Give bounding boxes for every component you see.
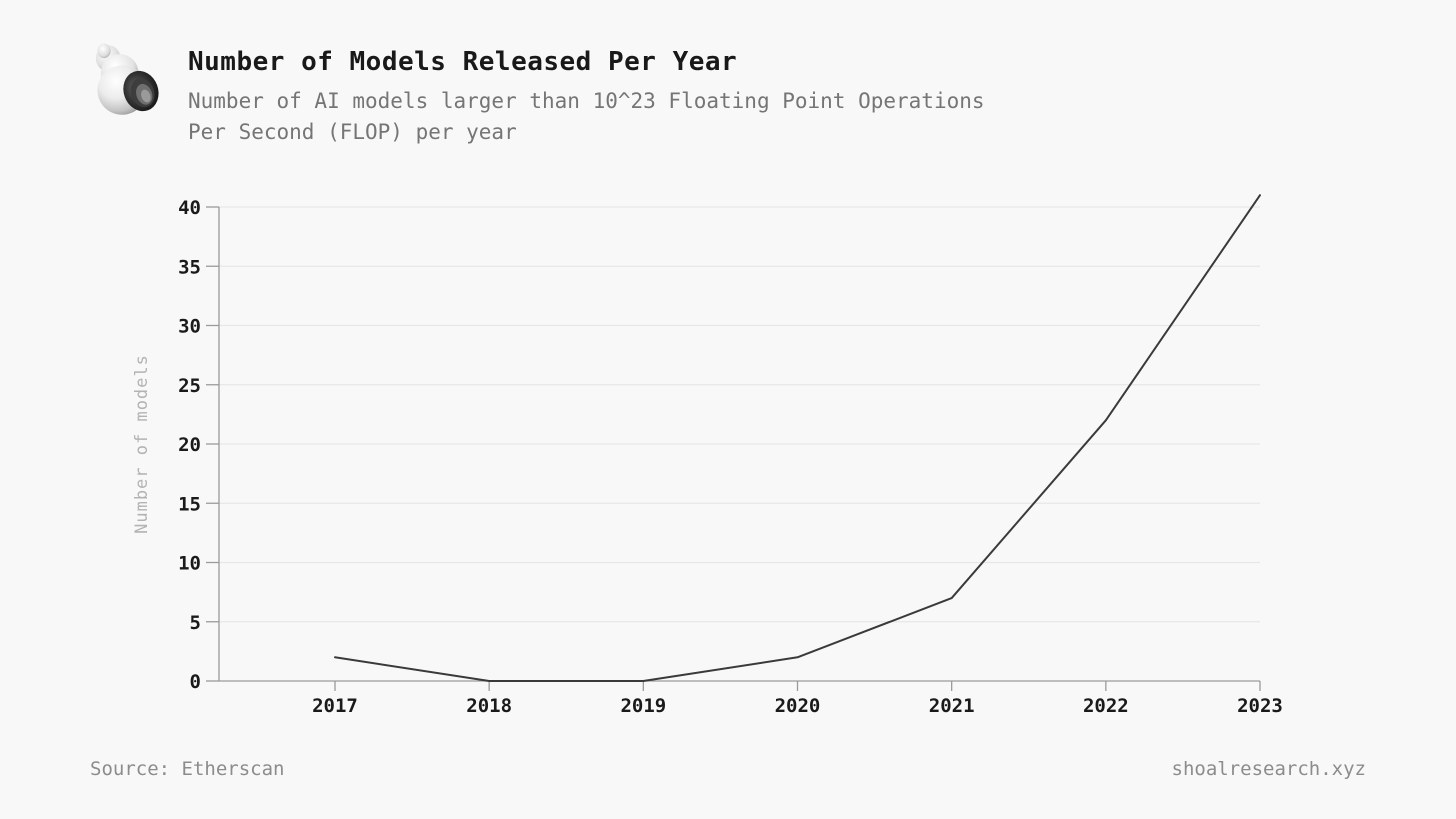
y-axis-title: Number of models [132, 354, 152, 534]
x-tick-label: 2021 [929, 695, 975, 717]
site-label: shoalresearch.xyz [1171, 758, 1366, 780]
shell-logo-image [95, 43, 159, 115]
y-tick-label: 10 [178, 553, 201, 575]
y-tick-label: 5 [190, 612, 201, 634]
x-tick-label: 2017 [312, 695, 358, 717]
shell-logo [86, 40, 168, 124]
page-title: Number of Models Released Per Year [188, 47, 738, 77]
x-tick-label: 2023 [1237, 695, 1283, 717]
y-tick-label: 25 [178, 375, 201, 397]
y-tick-label: 15 [178, 493, 201, 515]
data-line-number-of-models [334, 194, 1261, 682]
x-tick-label: 2018 [466, 695, 512, 717]
chart-subtitle: Number of AI models larger than 10^23 Fl… [188, 86, 985, 148]
chart-subtitle-line2: Per Second (FLOP) per year [188, 120, 517, 144]
y-tick-label: 30 [178, 316, 201, 338]
y-tick-label: 0 [190, 671, 201, 693]
chart-header: Number of Models Released Per Year Numbe… [188, 47, 985, 148]
y-tick-label: 40 [178, 197, 201, 219]
source-label: Source: Etherscan [90, 758, 285, 780]
x-tick-label: 2019 [620, 695, 666, 717]
y-tick-label: 35 [178, 256, 201, 278]
chart-subtitle-line1: Number of AI models larger than 10^23 Fl… [188, 89, 985, 113]
y-tick-label: 20 [178, 434, 201, 456]
x-tick-label: 2020 [775, 695, 821, 717]
x-tick-label: 2022 [1083, 695, 1129, 717]
